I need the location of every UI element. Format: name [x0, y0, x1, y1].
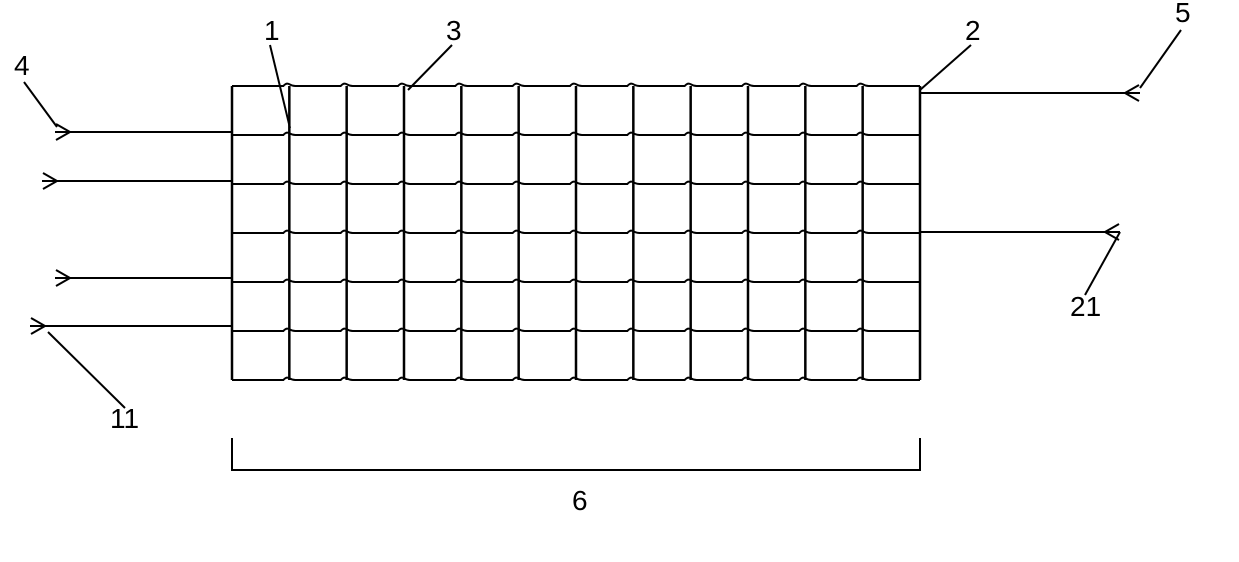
- label-11: 11: [110, 403, 139, 434]
- diagram-svg: 1 3 2 5 4 11 21 6: [0, 0, 1239, 562]
- label-5: 5: [1175, 0, 1191, 28]
- label-21: 21: [1070, 291, 1101, 322]
- label-3: 3: [446, 15, 462, 46]
- label-1: 1: [264, 15, 280, 46]
- label-4: 4: [14, 50, 30, 81]
- label-2: 2: [965, 15, 981, 46]
- label-6: 6: [572, 485, 588, 516]
